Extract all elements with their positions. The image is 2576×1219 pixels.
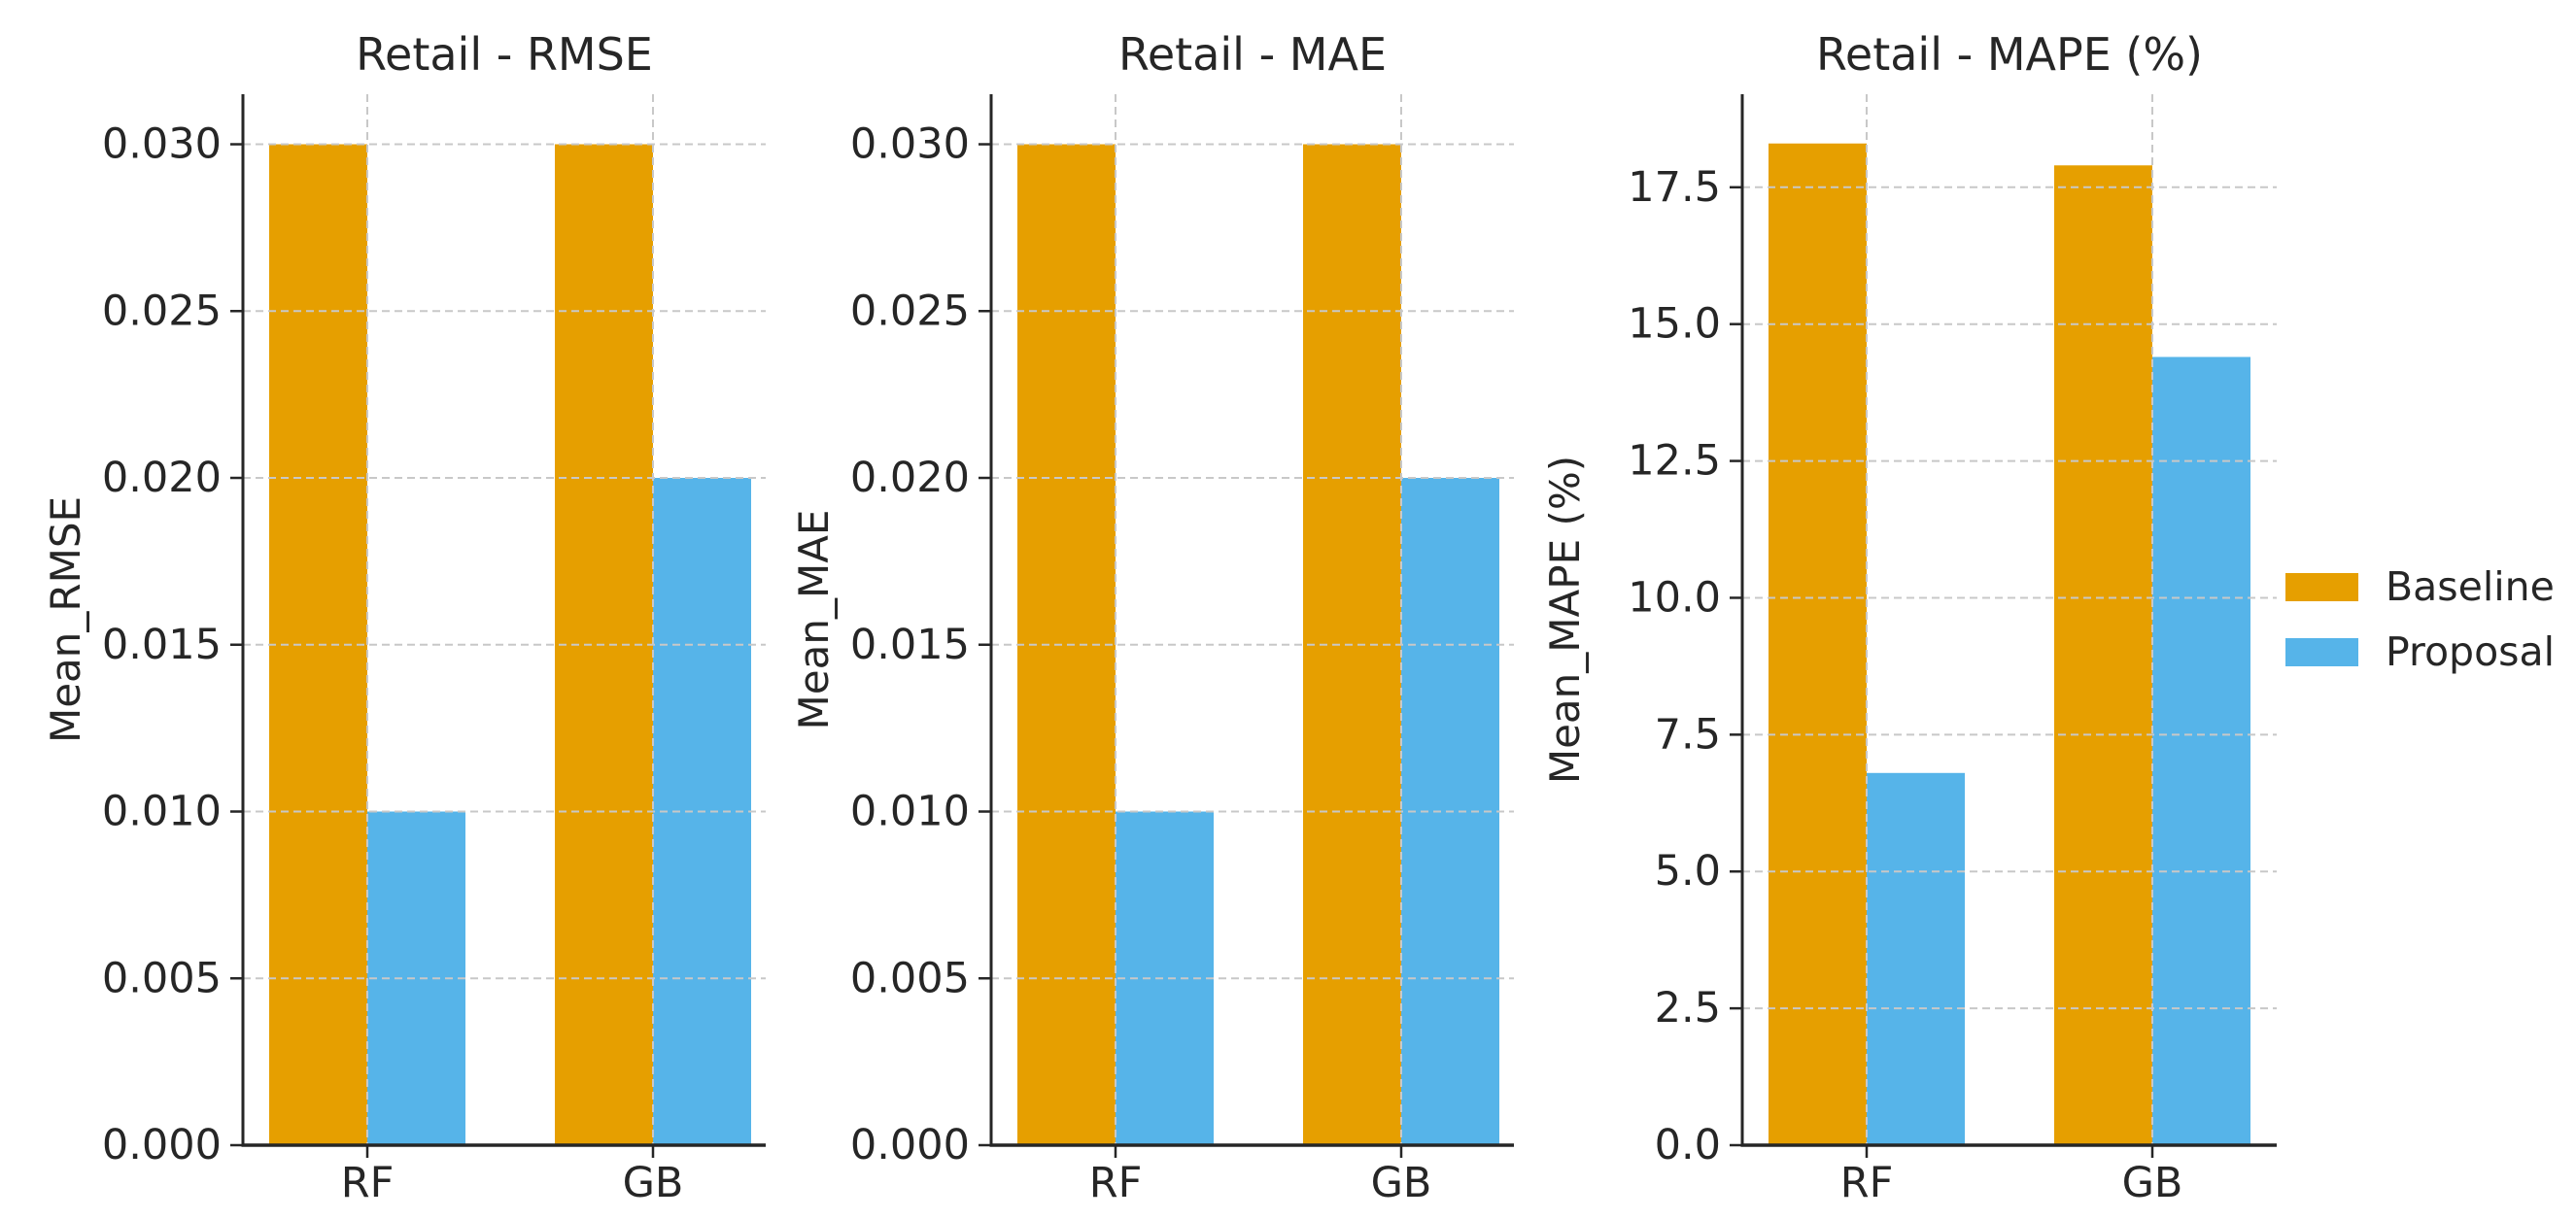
legend: Baseline Proposal <box>2285 567 2555 672</box>
x-tick-label-gb-rmse: GB <box>623 1159 684 1207</box>
y-tick-label-mape: 0.0 <box>1655 1121 1721 1169</box>
y-tick-label-rmse: 0.025 <box>102 287 222 335</box>
y-tick-label-mape: 7.5 <box>1655 710 1721 759</box>
y-tick-label-rmse: 0.010 <box>102 788 222 836</box>
x-tick-label-rf-rmse: RF <box>341 1159 395 1207</box>
y-tick-label-mape: 12.5 <box>1628 437 1721 486</box>
chart-title-mape: Retail - MAPE (%) <box>1815 28 2204 81</box>
bar-baseline-rf-mape <box>1769 143 1867 1145</box>
y-tick-label-rmse: 0.005 <box>102 954 222 1002</box>
y-tick-label-mae: 0.015 <box>850 621 970 669</box>
y-tick-label-mape: 2.5 <box>1655 984 1721 1033</box>
y-tick-label-mae: 0.000 <box>850 1121 970 1169</box>
legend-swatch-proposal-icon <box>2285 638 2358 666</box>
y-tick-label-rmse: 0.020 <box>102 454 222 502</box>
legend-label-proposal: Proposal <box>2386 628 2556 675</box>
y-tick-label-mae: 0.010 <box>850 788 970 836</box>
bar-proposal-rf-mape <box>1867 772 1965 1145</box>
y-tick-label-mae: 0.025 <box>850 287 970 335</box>
bar-baseline-gb-mape <box>2054 165 2152 1145</box>
y-tick-label-rmse: 0.030 <box>102 120 222 169</box>
x-tick-label-rf-mae: RF <box>1089 1159 1143 1207</box>
bar-proposal-gb-mape <box>2152 356 2250 1145</box>
y-tick-label-mae: 0.020 <box>850 454 970 502</box>
y-axis-label-mape: Mean_MAPE (%) <box>1541 456 1589 784</box>
legend-label-baseline: Baseline <box>2386 563 2555 610</box>
x-tick-label-gb-mae: GB <box>1371 1159 1432 1207</box>
y-tick-label-mape: 5.0 <box>1655 847 1721 896</box>
y-tick-label-mae: 0.005 <box>850 954 970 1002</box>
chart-title-rmse: Retail - RMSE <box>356 28 653 81</box>
y-tick-label-mape: 10.0 <box>1628 573 1721 622</box>
y-tick-label-mae: 0.030 <box>850 120 970 169</box>
legend-entry-baseline: Baseline <box>2285 567 2555 607</box>
y-tick-label-mape: 15.0 <box>1628 300 1721 349</box>
y-axis-label-rmse: Mean_RMSE <box>42 496 89 743</box>
x-tick-label-rf-mape: RF <box>1840 1159 1894 1207</box>
legend-swatch-baseline-icon <box>2285 573 2358 601</box>
y-tick-label-mape: 17.5 <box>1628 163 1721 212</box>
chart-title-mae: Retail - MAE <box>1117 28 1388 81</box>
x-tick-label-gb-mape: GB <box>2122 1159 2183 1207</box>
y-axis-label-mae: Mean_MAE <box>790 510 838 730</box>
legend-entry-proposal: Proposal <box>2285 632 2555 672</box>
y-tick-label-rmse: 0.015 <box>102 621 222 669</box>
y-tick-label-rmse: 0.000 <box>102 1121 222 1169</box>
